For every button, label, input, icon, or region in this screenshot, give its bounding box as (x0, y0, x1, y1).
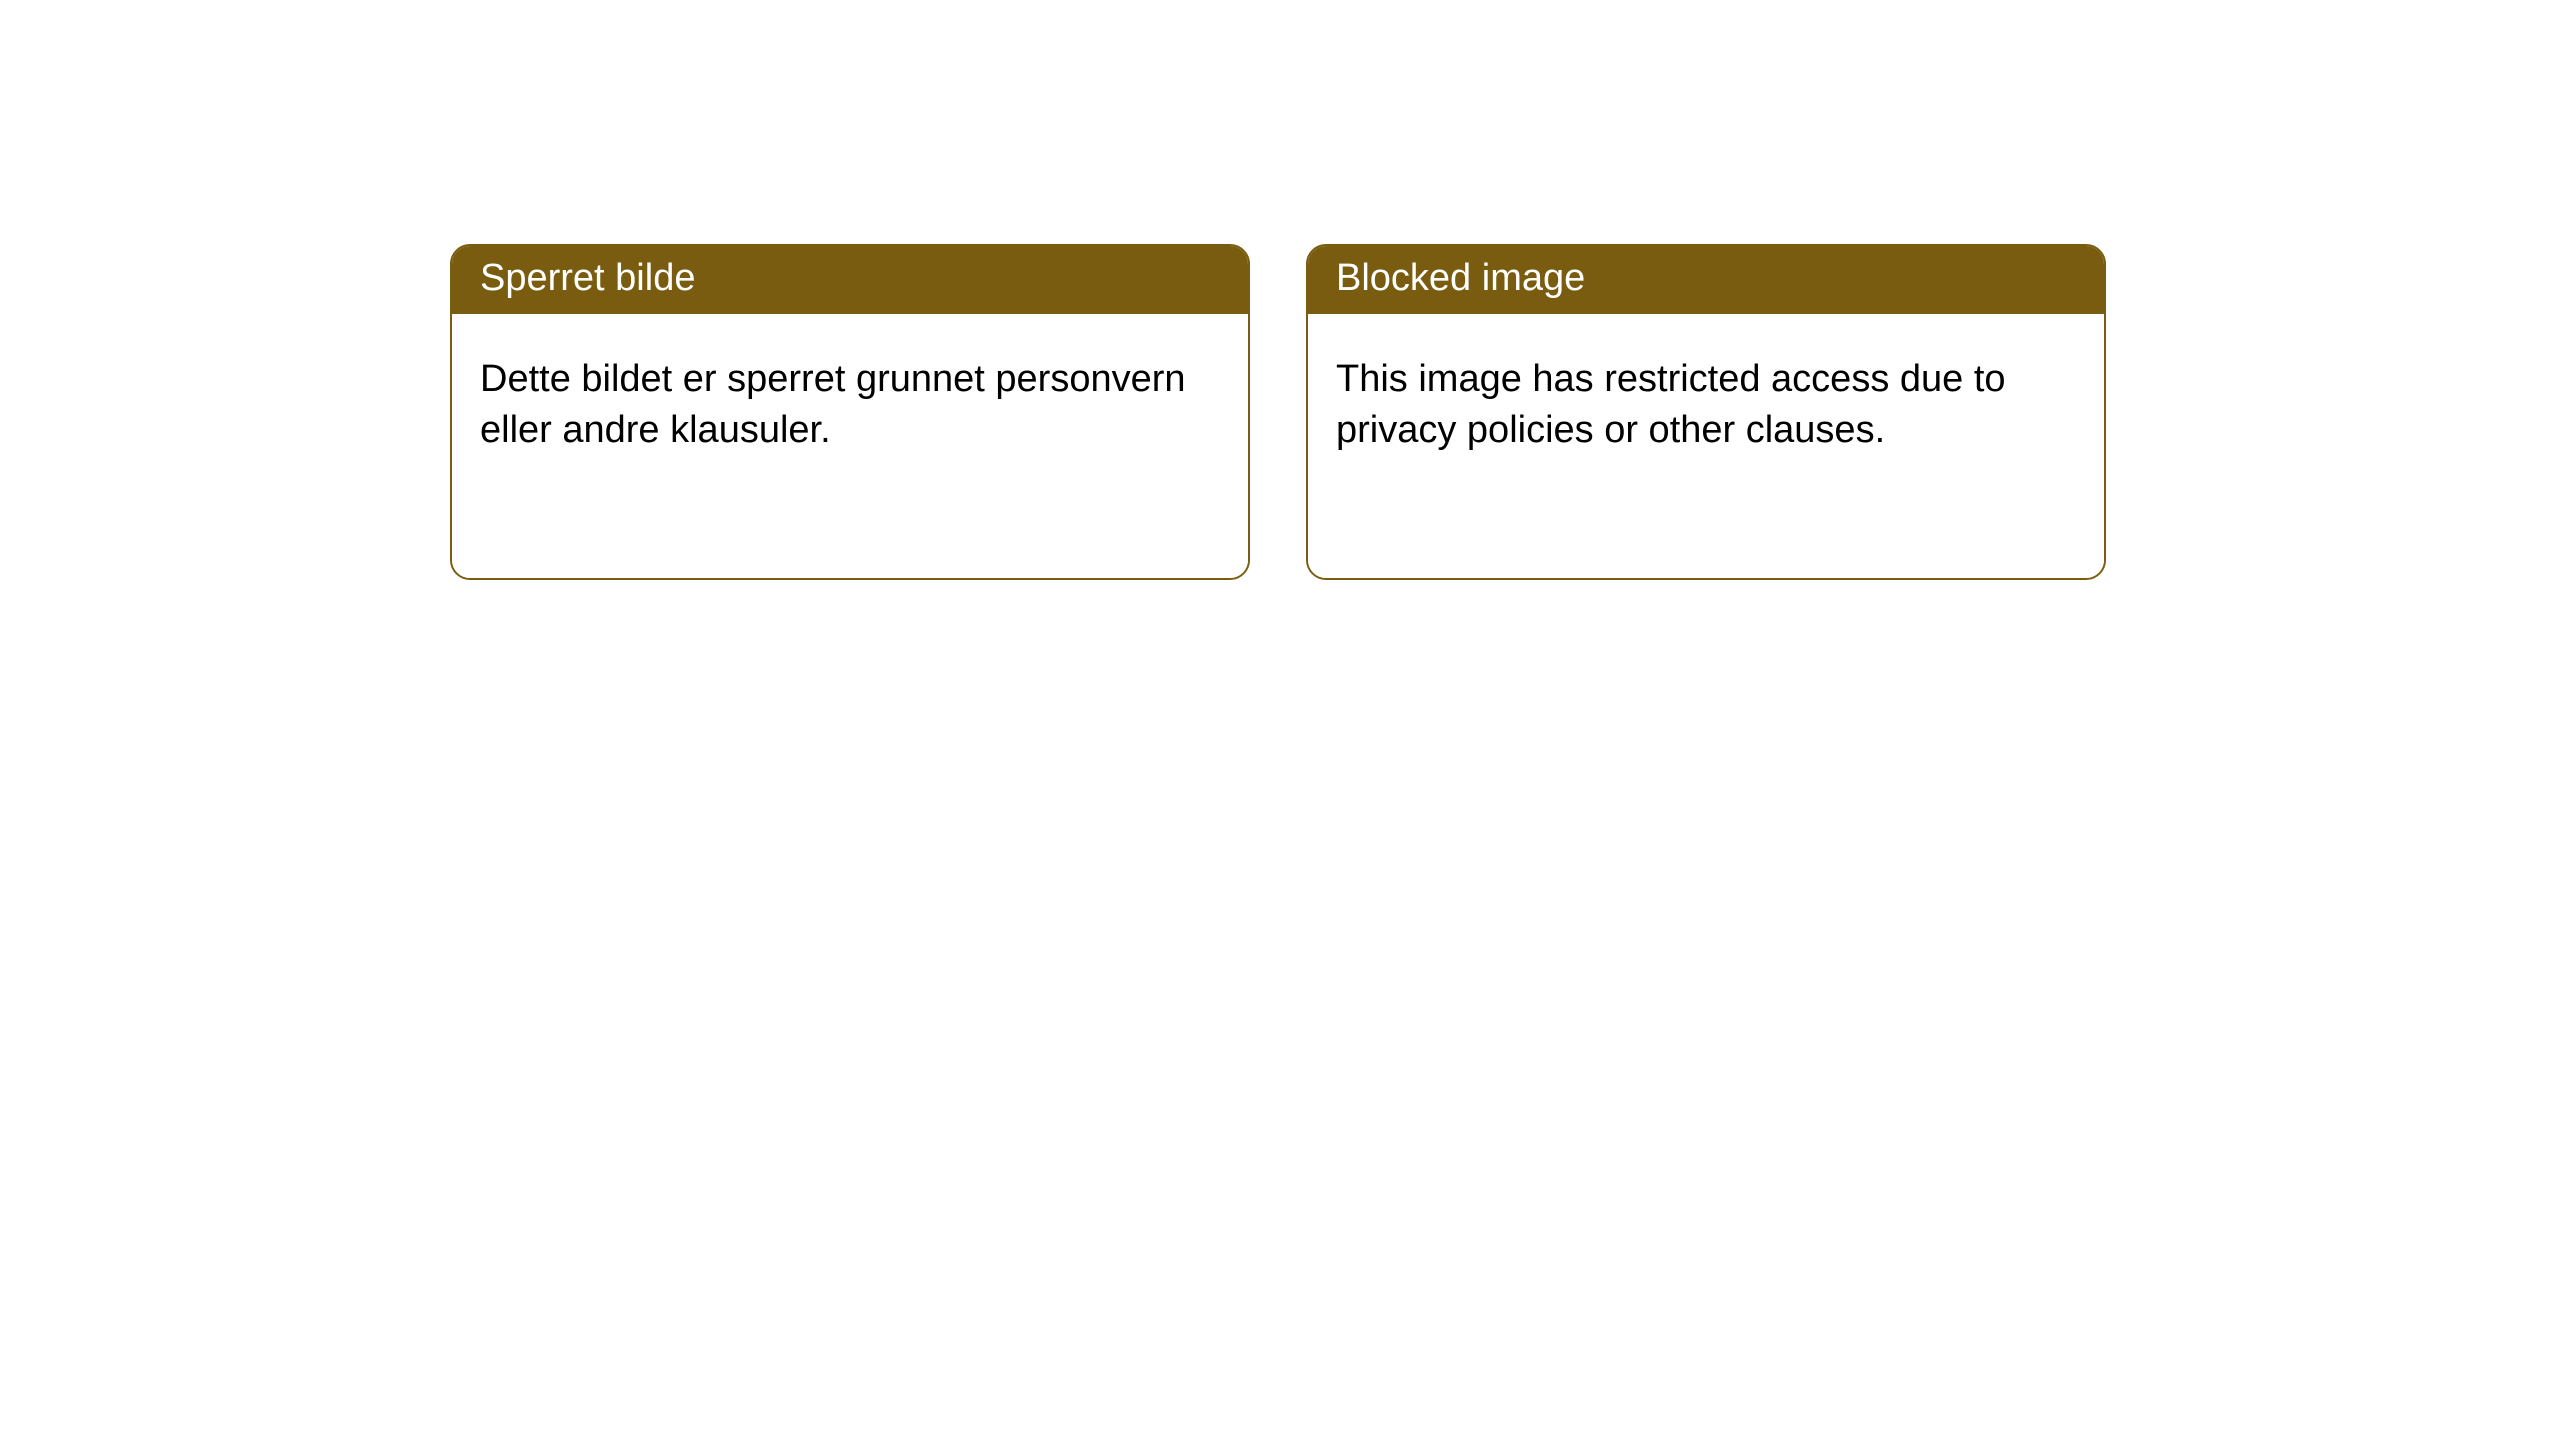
card-body: Dette bildet er sperret grunnet personve… (452, 314, 1248, 578)
blocked-image-card-en: Blocked image This image has restricted … (1306, 244, 2106, 580)
card-body: This image has restricted access due to … (1308, 314, 2104, 578)
card-header: Blocked image (1308, 246, 2104, 314)
blocked-image-card-no: Sperret bilde Dette bildet er sperret gr… (450, 244, 1250, 580)
card-container: Sperret bilde Dette bildet er sperret gr… (0, 0, 2560, 580)
card-header: Sperret bilde (452, 246, 1248, 314)
